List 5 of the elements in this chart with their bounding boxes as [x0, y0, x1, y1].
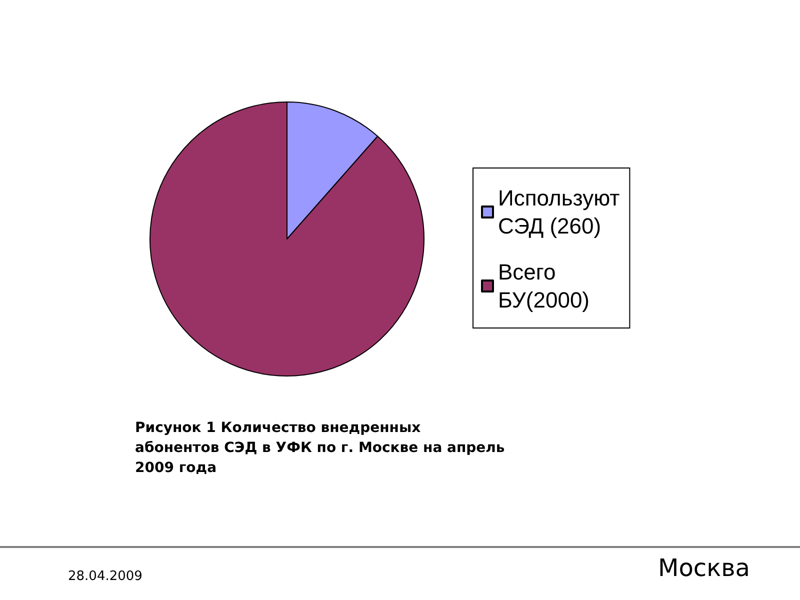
text: 28.04.2009: [68, 569, 142, 584]
legend-label: Всего БУ(2000): [498, 260, 590, 312]
legend-label: Используют СЭД (260): [498, 186, 620, 238]
text: Москва: [658, 554, 750, 582]
text: Рисунок 1 Количество внедренных абонентов СЭД в УФК по г. Москве на апрель 2009 года: [135, 420, 510, 476]
